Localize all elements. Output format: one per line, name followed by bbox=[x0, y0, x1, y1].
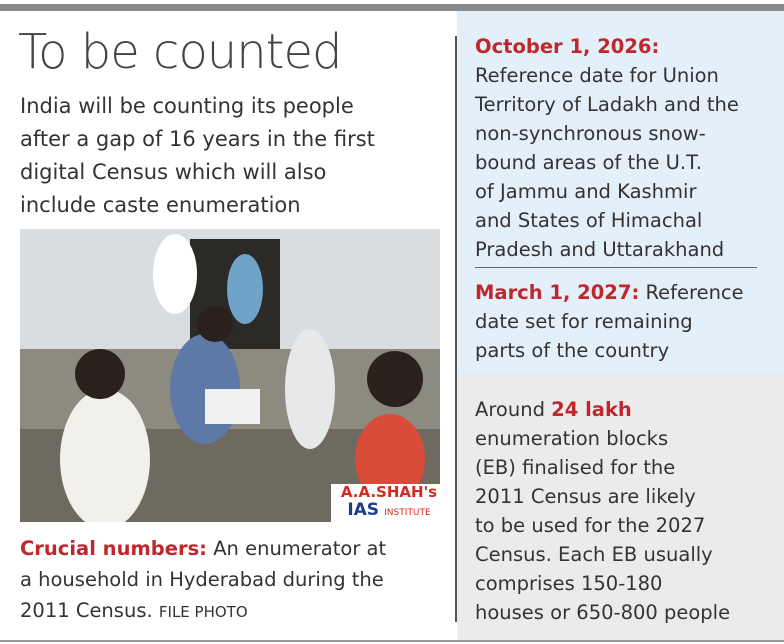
fact-line: houses or 650-800 people bbox=[475, 601, 731, 624]
caption: Crucial numbers: An enumerator at a hous… bbox=[20, 533, 386, 628]
caption-credit: FILE PHOTO bbox=[158, 603, 248, 621]
title: To be counted bbox=[18, 24, 342, 80]
fact-lead: Around bbox=[475, 398, 545, 421]
watermark-institute: INSTITUTE bbox=[384, 508, 431, 518]
fact-line: enumeration blocks bbox=[475, 427, 669, 450]
fact-line: (EB) finalised for the bbox=[475, 456, 676, 479]
fact-highlight: 24 lakh bbox=[551, 398, 632, 421]
date-panel bbox=[457, 11, 784, 373]
subtitle-line: after a gap of 16 years in the first bbox=[20, 127, 375, 151]
date-line: of Jammu and Kashmir bbox=[475, 180, 697, 203]
date-line: parts of the country bbox=[475, 339, 670, 362]
fact: Around 24 lakh enumeration blocks (EB) f… bbox=[475, 395, 730, 627]
date-label: October 1, 2026: bbox=[475, 35, 660, 58]
date-line: Pradesh and Uttarakhand bbox=[475, 238, 725, 261]
date-line: and States of Himachal bbox=[475, 209, 703, 232]
caption-line: 2011 Census. bbox=[20, 599, 153, 622]
date-line: non-synchronous snow- bbox=[475, 122, 706, 145]
date-line: Reference bbox=[645, 281, 744, 304]
date-line: date set for remaining bbox=[475, 310, 693, 333]
subtitle-line: India will be counting its people bbox=[20, 94, 354, 118]
watermark-name: A.A.SHAH's bbox=[340, 483, 438, 501]
caption-label: Crucial numbers: bbox=[20, 537, 207, 560]
subtitle-line: include caste enumeration bbox=[20, 193, 301, 217]
separator bbox=[475, 267, 757, 268]
fact-line: comprises 150-180 bbox=[475, 572, 663, 595]
caption-line: An enumerator at bbox=[213, 537, 387, 560]
fact-panel bbox=[457, 373, 784, 640]
caption-line: a household in Hyderabad during the bbox=[20, 568, 384, 591]
date-entry: March 1, 2027: Reference date set for re… bbox=[475, 278, 744, 365]
subtitle: India will be counting its people after … bbox=[20, 90, 375, 222]
photo bbox=[20, 229, 440, 522]
fact-line: Census. Each EB usually bbox=[475, 543, 713, 566]
watermark-tag: IAS bbox=[347, 500, 380, 520]
date-entry: October 1, 2026: Reference date for Unio… bbox=[475, 32, 739, 264]
date-label: March 1, 2027: bbox=[475, 281, 640, 304]
fact-line: 2011 Census are likely bbox=[475, 485, 696, 508]
subtitle-line: digital Census which will also bbox=[20, 160, 327, 184]
divider bbox=[455, 36, 457, 622]
fact-line: to be used for the 2027 bbox=[475, 514, 706, 537]
bottom-rule bbox=[0, 640, 784, 642]
top-rule bbox=[0, 4, 784, 11]
date-line: Territory of Ladakh and the bbox=[475, 93, 739, 116]
date-line: Reference date for Union bbox=[475, 64, 719, 87]
watermark: A.A.SHAH's IAS INSTITUTE bbox=[331, 484, 447, 522]
date-line: bound areas of the U.T. bbox=[475, 151, 702, 174]
